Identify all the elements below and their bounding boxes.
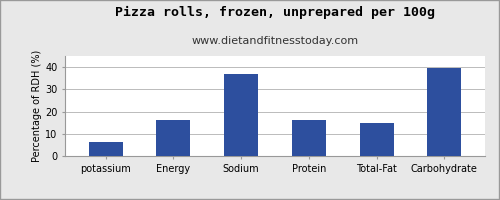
Bar [292,120,326,156]
Bar [428,68,462,156]
Bar [224,74,258,156]
Text: Pizza rolls, frozen, unprepared per 100g: Pizza rolls, frozen, unprepared per 100g [115,6,435,19]
Bar [156,120,190,156]
Y-axis label: Percentage of RDH (%): Percentage of RDH (%) [32,50,42,162]
Bar [88,142,122,156]
Bar [360,123,394,156]
Text: www.dietandfitnesstoday.com: www.dietandfitnesstoday.com [192,36,358,46]
